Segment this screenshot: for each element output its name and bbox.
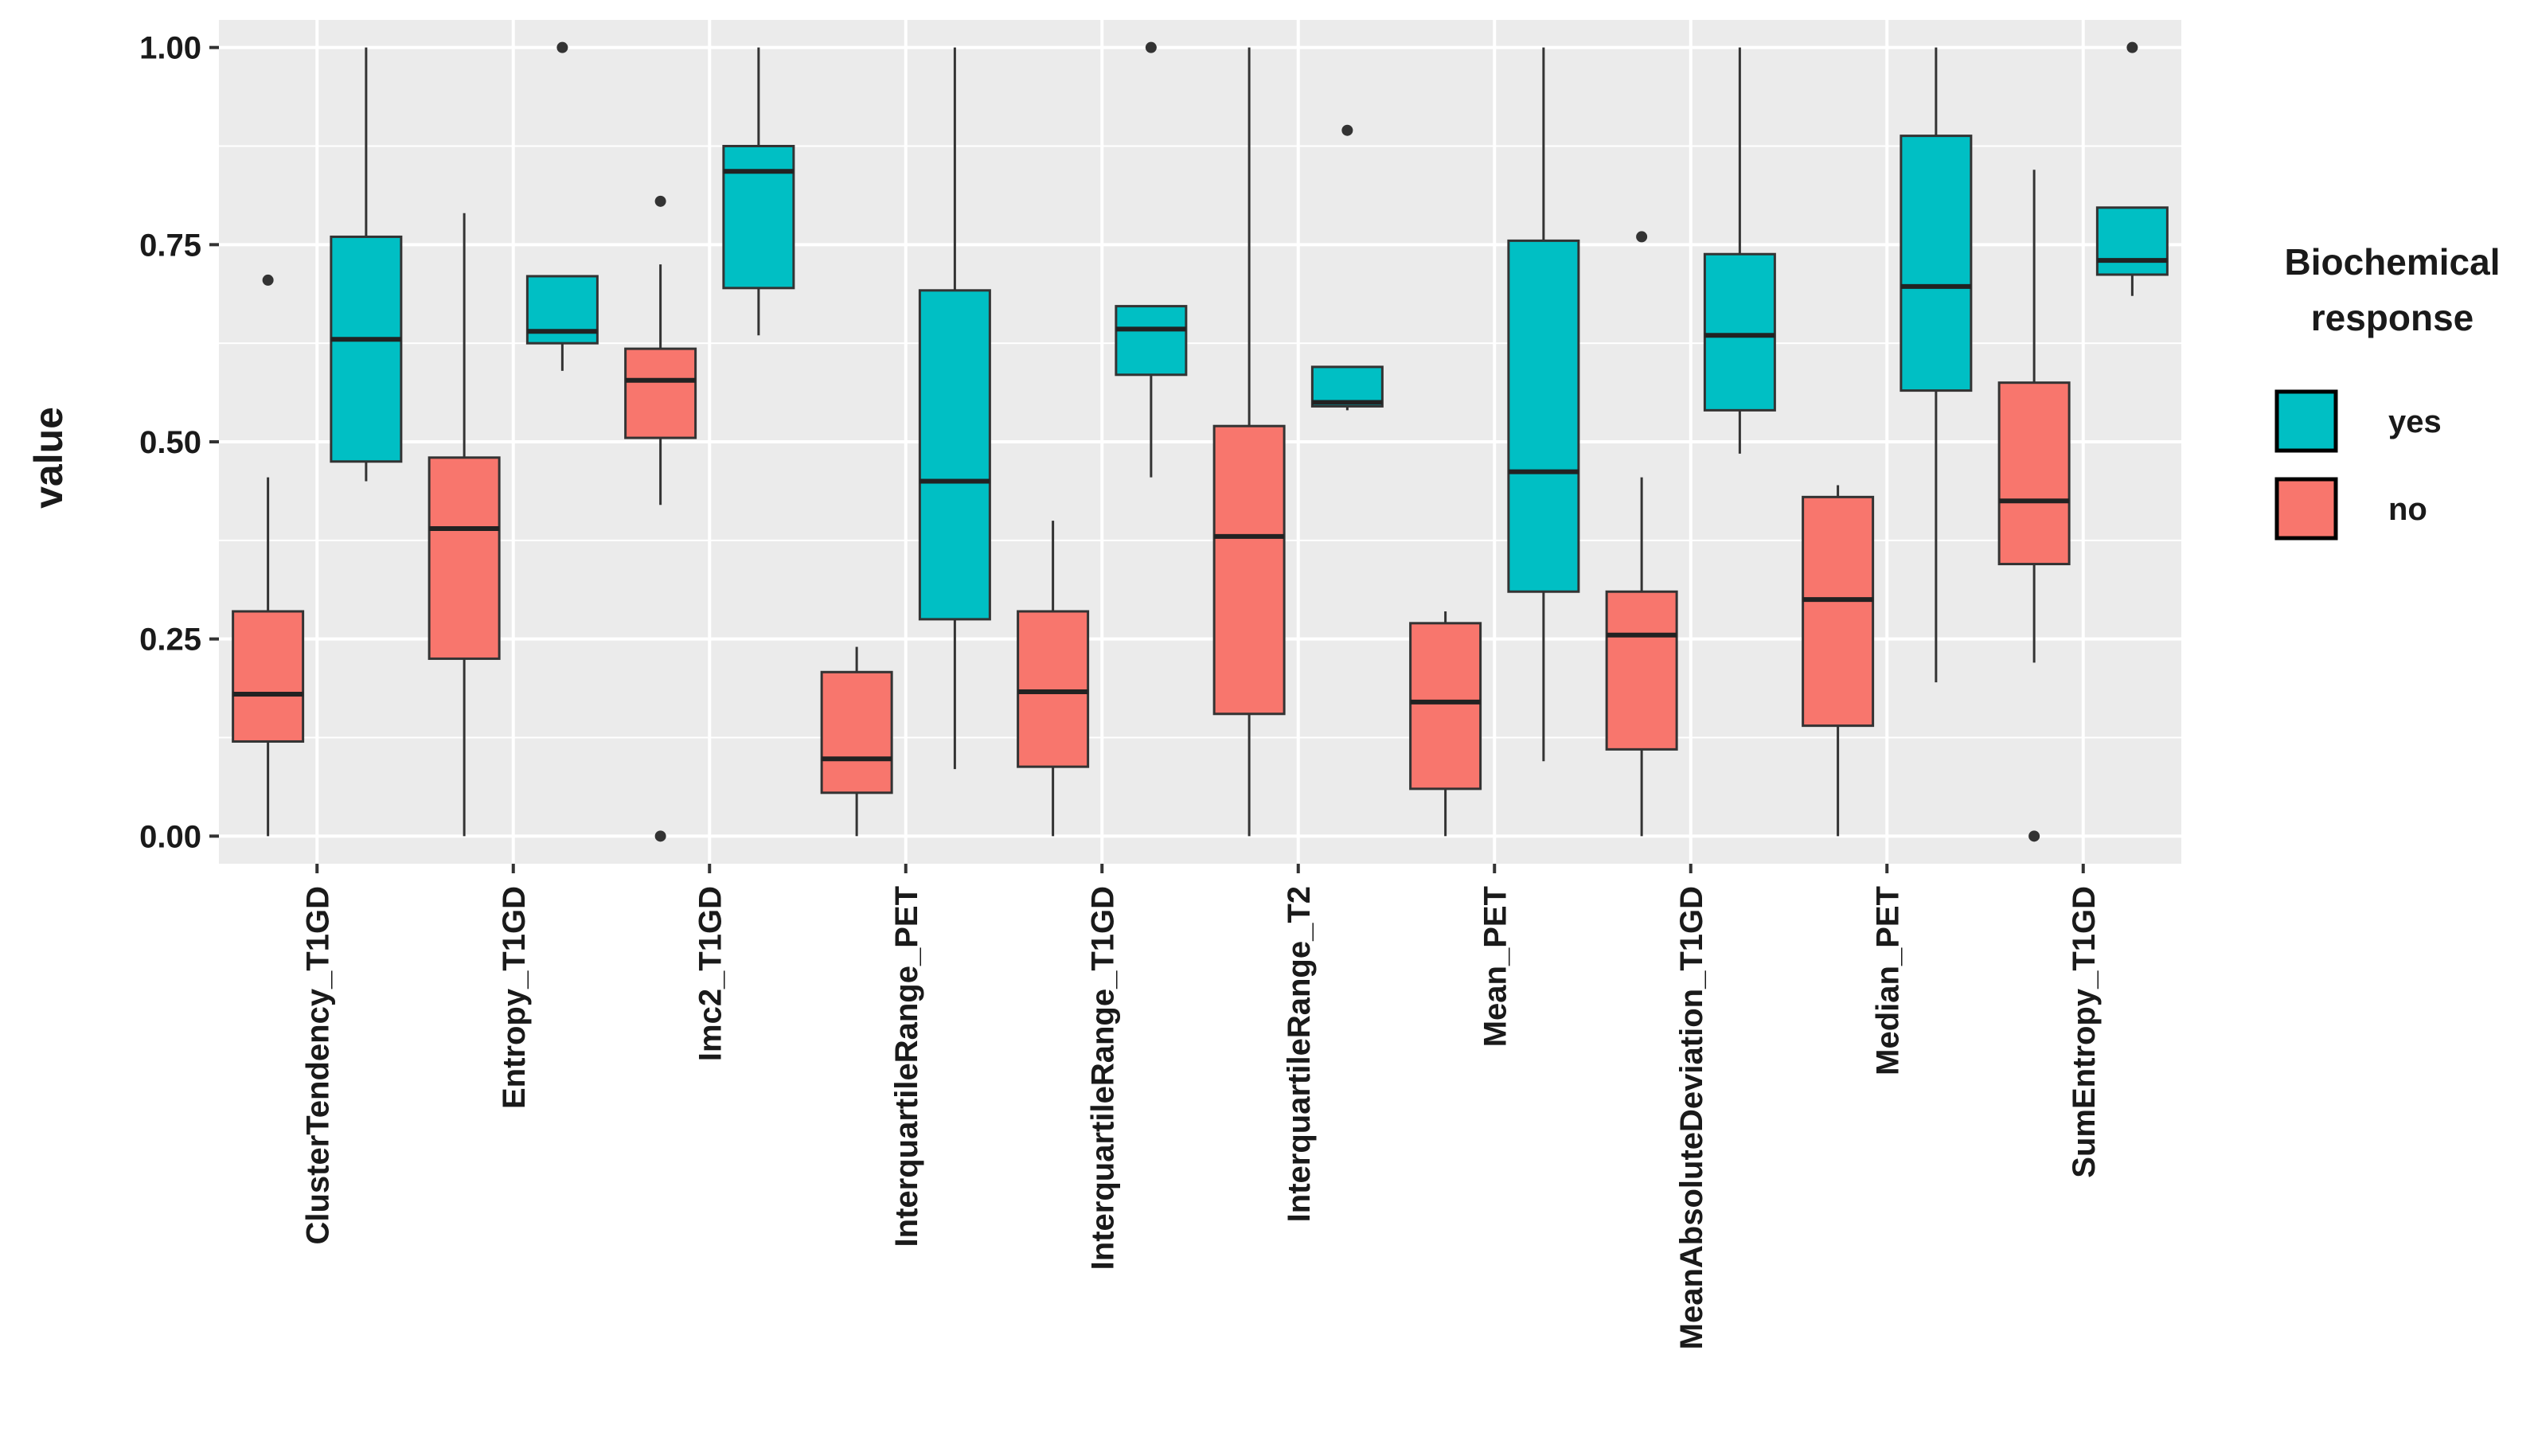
- x-tick-label: InterquartileRange_T2: [1282, 886, 1317, 1222]
- outlier-point: [556, 41, 568, 53]
- box-body: [232, 610, 305, 743]
- legend-key-no: [2274, 477, 2338, 541]
- x-tick-label: SumEntropy_T1GD: [2067, 886, 2102, 1178]
- outlier-point: [1145, 41, 1157, 53]
- box-no-SumEntropy_T1GD: [1997, 170, 2071, 842]
- grid-lines: [219, 20, 2181, 864]
- outlier-point: [262, 274, 274, 286]
- box-body: [1115, 305, 1188, 377]
- box-series: [232, 41, 2169, 842]
- outlier-point: [1636, 231, 1648, 243]
- x-tick-label: Median_PET: [1870, 886, 1905, 1075]
- box-no-InterquartileRange_T1GD: [1017, 521, 1090, 837]
- box-body: [428, 456, 501, 660]
- outlier-point: [654, 195, 666, 207]
- legend: Biochemical response yes no: [2274, 241, 2501, 541]
- legend-key-yes: [2274, 389, 2338, 453]
- box-no-InterquartileRange_T2: [1212, 47, 1286, 837]
- box-yes-ClusterTendency_T1GD: [330, 47, 403, 482]
- box-yes-Imc2_T1GD: [722, 47, 795, 336]
- y-tick-label: 0.00: [139, 819, 201, 854]
- box-yes-Entropy_T1GD: [525, 41, 599, 371]
- box-yes-MeanAbsoluteDeviation_T1GD: [1703, 47, 1776, 454]
- axes: 0.00 0.25 0.50 0.75 1.00 ClusterTendency_T1GD…: [139, 31, 2102, 1350]
- x-tick-label: InterquartileRange_PET: [889, 886, 924, 1247]
- outlier-point: [1341, 124, 1353, 136]
- box-body: [1310, 365, 1384, 408]
- box-yes-InterquartileRange_PET: [918, 47, 991, 770]
- box-body: [1605, 590, 1678, 751]
- box-no-Entropy_T1GD: [428, 213, 501, 837]
- legend-label-no: no: [2388, 492, 2427, 527]
- box-no-MeanAbsoluteDeviation_T1GD: [1605, 231, 1678, 837]
- box-yes-SumEntropy_T1GD: [2095, 41, 2169, 296]
- legend-title-line2: response: [2311, 297, 2474, 338]
- box-no-InterquartileRange_PET: [820, 646, 893, 837]
- box-body: [624, 347, 697, 439]
- x-tick-label: Entropy_T1GD: [497, 886, 532, 1109]
- outlier-point: [654, 830, 666, 842]
- legend-title-line1: Biochemical: [2285, 241, 2501, 283]
- box-no-Mean_PET: [1409, 611, 1482, 837]
- box-yes-Mean_PET: [1507, 47, 1580, 762]
- box-body: [1212, 424, 1286, 716]
- box-body: [722, 145, 795, 290]
- box-yes-InterquartileRange_T1GD: [1115, 41, 1188, 478]
- box-body: [1703, 252, 1776, 412]
- x-tick-label: Mean_PET: [1478, 886, 1513, 1047]
- y-tick-label: 1.00: [139, 31, 201, 66]
- box-body: [2095, 206, 2169, 276]
- outlier-point: [2028, 830, 2040, 842]
- y-axis-title: value: [26, 407, 71, 509]
- x-tick-label: Imc2_T1GD: [693, 886, 728, 1061]
- box-no-Imc2_T1GD: [624, 195, 697, 842]
- box-body: [918, 289, 991, 621]
- legend-label-yes: yes: [2388, 404, 2442, 439]
- box-yes-InterquartileRange_T2: [1310, 124, 1384, 411]
- y-tick-label: 0.75: [139, 228, 201, 263]
- box-body: [1802, 495, 1875, 728]
- outlier-point: [2126, 41, 2138, 53]
- box-body: [1900, 135, 1973, 392]
- y-tick-label: 0.50: [139, 425, 201, 460]
- x-tick-label: ClusterTendency_T1GD: [300, 886, 335, 1245]
- box-no-Median_PET: [1802, 485, 1875, 837]
- y-tick-label: 0.25: [139, 623, 201, 658]
- box-no-ClusterTendency_T1GD: [232, 274, 305, 837]
- x-tick-label: InterquartileRange_T1GD: [1085, 886, 1120, 1270]
- box-body: [1507, 239, 1580, 593]
- box-yes-Median_PET: [1900, 47, 1973, 683]
- box-body: [1409, 622, 1482, 790]
- box-body: [1997, 381, 2071, 566]
- box-body: [820, 670, 893, 794]
- box-body: [330, 235, 403, 463]
- box-body: [1017, 610, 1090, 768]
- x-tick-label: MeanAbsoluteDeviation_T1GD: [1674, 886, 1709, 1349]
